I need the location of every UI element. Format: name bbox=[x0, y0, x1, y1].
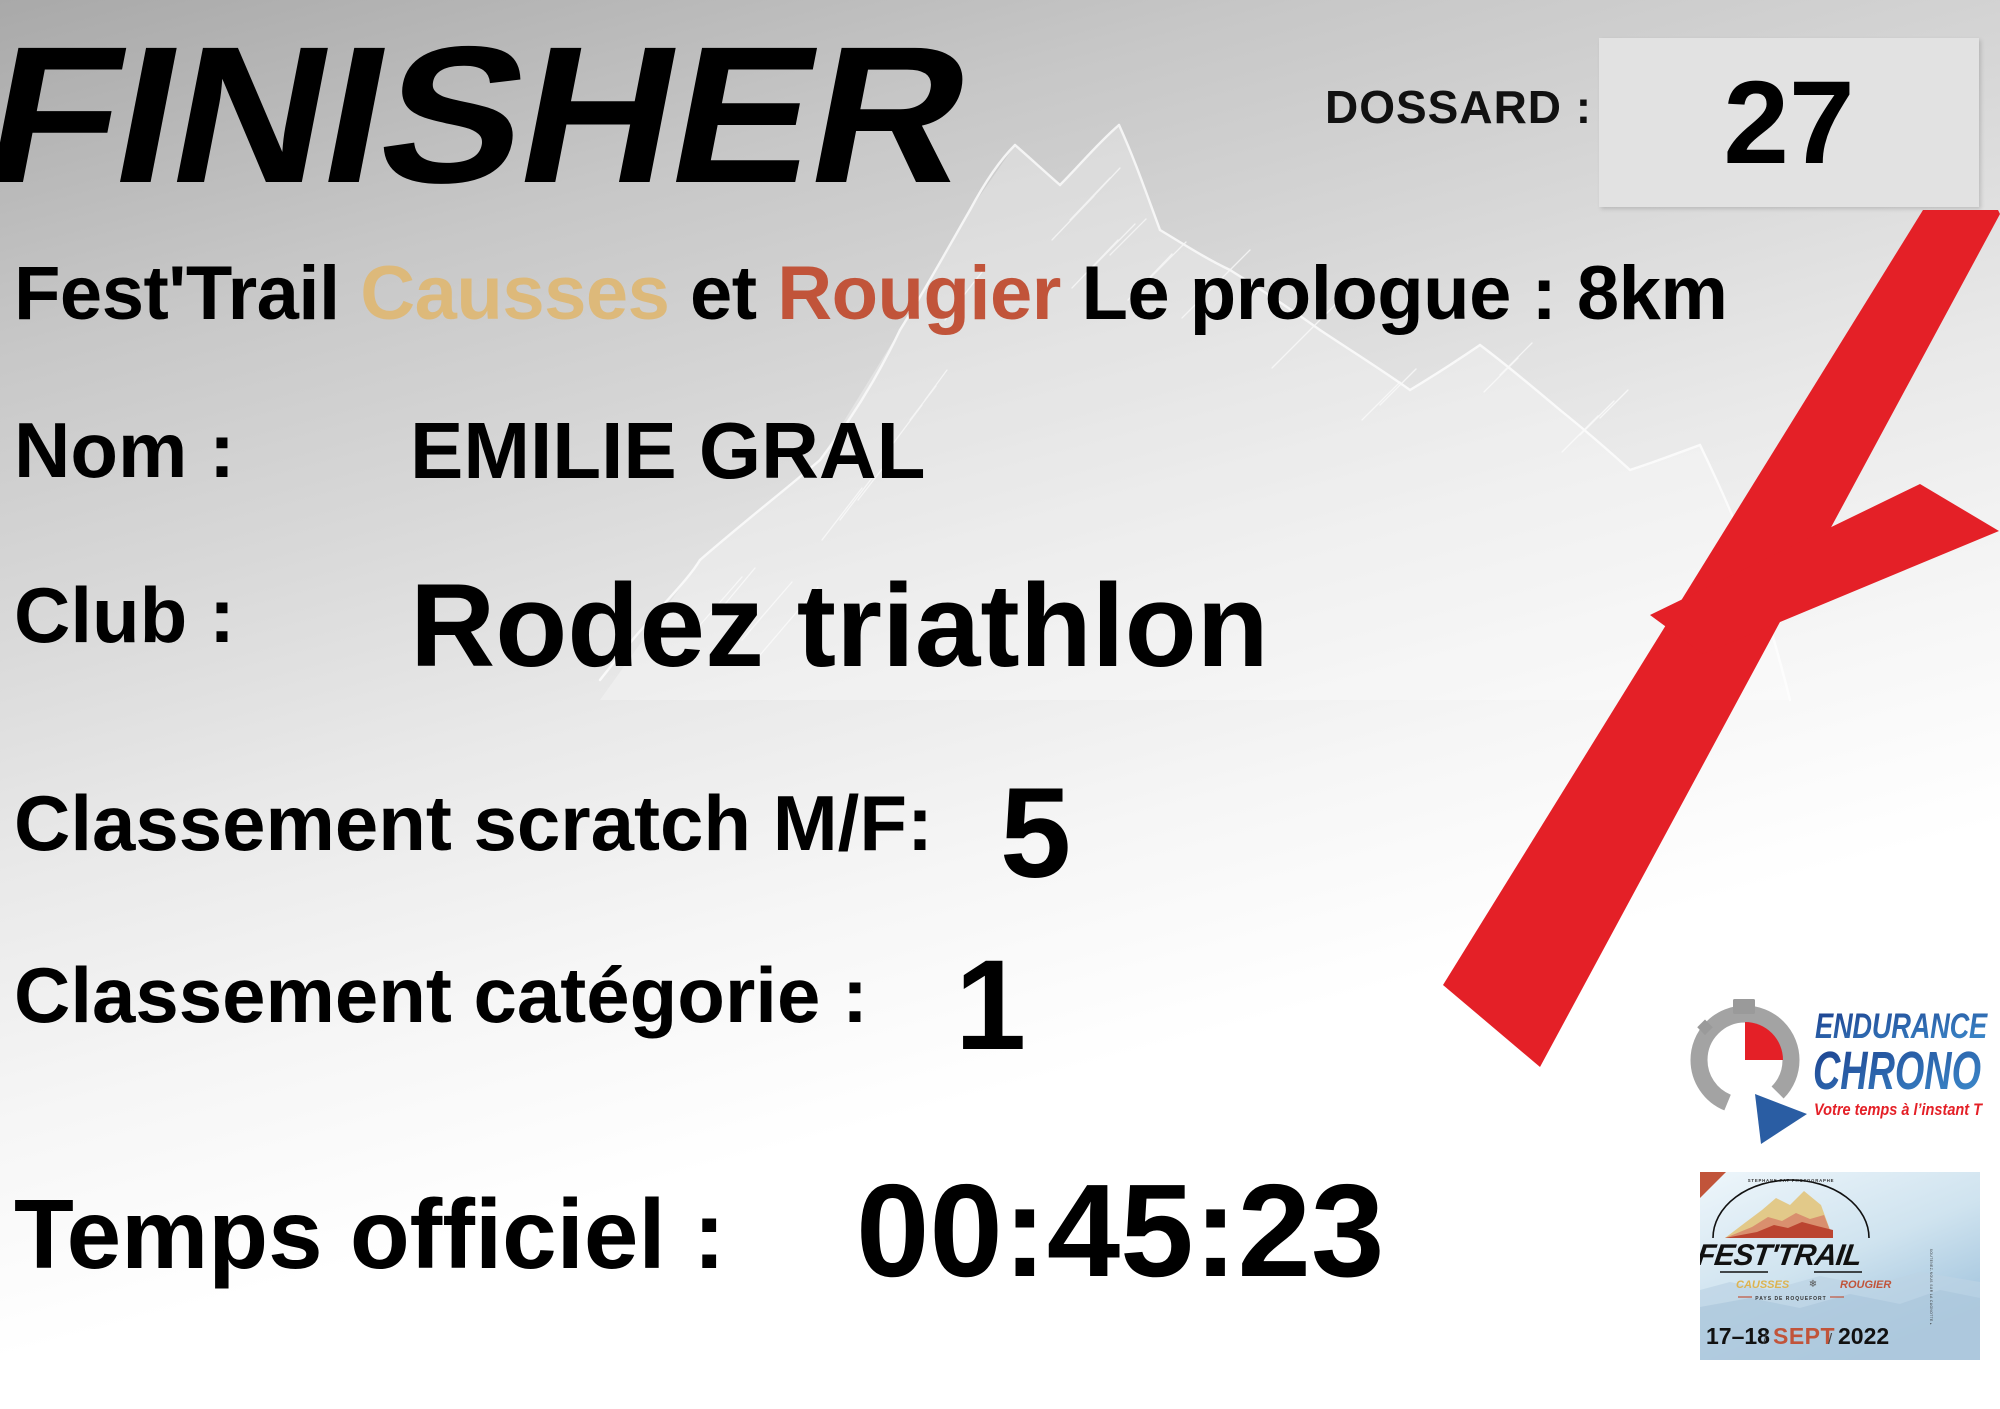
svg-text:❄: ❄ bbox=[1809, 1279, 1817, 1290]
svg-text:SOUTENEZ-NOUS SUR LA CAGNOTTE: SOUTENEZ-NOUS SUR LA CAGNOTTE ▸ bbox=[1929, 1249, 1933, 1325]
svg-text:CAUSSES: CAUSSES bbox=[1736, 1279, 1790, 1291]
svg-text:CHRONO: CHRONO bbox=[1813, 1041, 1981, 1101]
svg-text:17–18: 17–18 bbox=[1706, 1323, 1770, 1349]
svg-text:PAYS DE ROQUEFORT: PAYS DE ROQUEFORT bbox=[1755, 1296, 1826, 1302]
svg-text:SEPT: SEPT bbox=[1773, 1323, 1835, 1349]
svg-text:ROUGIER: ROUGIER bbox=[1840, 1279, 1891, 1291]
svg-text:2022: 2022 bbox=[1838, 1323, 1889, 1349]
svg-text:FEST'TRAIL: FEST'TRAIL bbox=[1700, 1239, 1864, 1272]
svg-text:Votre temps à l’instant T: Votre temps à l’instant T bbox=[1814, 1101, 1984, 1119]
